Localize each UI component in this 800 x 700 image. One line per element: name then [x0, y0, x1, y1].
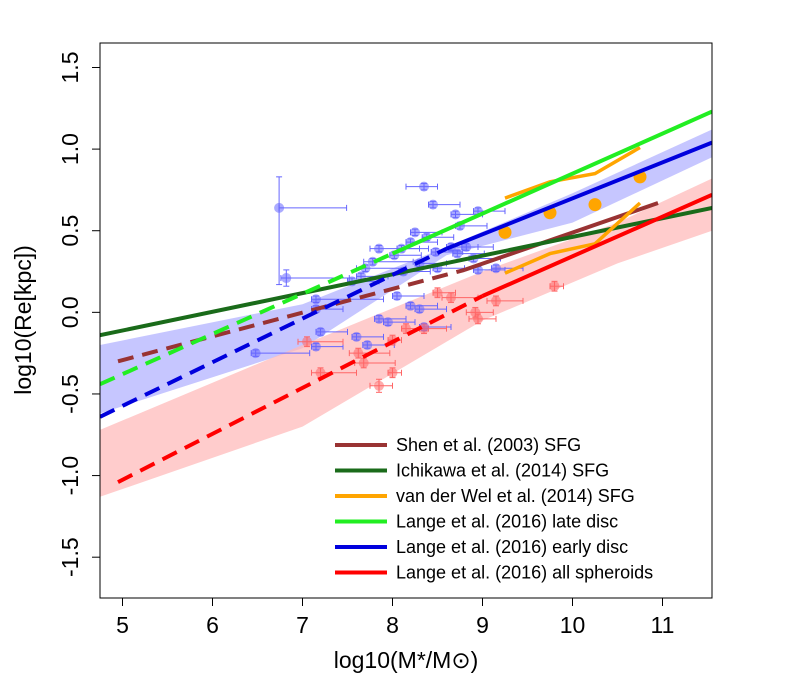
early_disc-line-solid — [445, 140, 712, 251]
red-point-2 — [353, 348, 364, 359]
blue-point-30 — [491, 263, 501, 274]
red-point-12 — [473, 313, 483, 324]
red-point-14 — [549, 281, 560, 292]
red-point-3 — [358, 357, 369, 368]
x-tick-label-6: 11 — [651, 612, 675, 638]
red-point-0 — [302, 336, 312, 347]
blue-point-38 — [392, 291, 402, 302]
blue-point-5 — [315, 326, 326, 337]
blue-point-0 — [274, 202, 285, 213]
x-tick-label-1: 6 — [206, 612, 219, 638]
red-point-7 — [401, 323, 411, 334]
vanderwel-line-1 — [504, 201, 642, 275]
spheroids-line-dashed — [117, 294, 484, 484]
relation-lines — [100, 109, 712, 484]
blue-point-36 — [351, 331, 362, 342]
x-axis-label: log10(M*/M⊙) — [334, 647, 479, 673]
red-point-4 — [374, 380, 384, 391]
blue-point-10 — [374, 243, 384, 254]
blue-point-1 — [281, 273, 292, 284]
red-point-5 — [387, 367, 398, 378]
y-tick-label-2: -0.5 — [57, 374, 83, 414]
legend-label-ichikawa: Ichikawa et al. (2014) SFG — [396, 461, 609, 481]
legend: Shen et al. (2003) SFG Ichikawa et al. (2… — [335, 435, 653, 583]
blue-point-2 — [250, 348, 261, 359]
y-tick-label-6: 1.5 — [57, 52, 83, 84]
blue-point-34 — [383, 317, 393, 328]
blue-point-3 — [311, 294, 321, 305]
y-axis-ticks: -1.5 -1.0 -0.5 0.0 0.5 1.0 1.5 — [57, 52, 100, 577]
legend-label-spheroids: Lange et al. (2016) all spheroids — [396, 563, 653, 583]
red-point-10 — [446, 292, 456, 303]
y-tick-label-4: 0.5 — [57, 215, 83, 247]
red-point-13 — [491, 295, 501, 306]
vanderwel-line-0 — [504, 145, 641, 200]
x-tick-label-3: 8 — [386, 612, 399, 638]
shen-line-dashed — [117, 267, 466, 364]
y-tick-label-1: -1.0 — [57, 456, 83, 496]
vanderwel-point-2 — [588, 198, 602, 212]
x-tick-label-0: 5 — [116, 612, 129, 638]
y-axis-label: log10(Re[kpc]) — [10, 245, 36, 395]
x-axis-ticks: 5 6 7 8 9 10 11 — [116, 598, 674, 638]
blue-point-23 — [452, 248, 463, 259]
vanderwel-point-0 — [498, 225, 512, 239]
legend-label-early_disc: Lange et al. (2016) early disc — [396, 537, 628, 557]
y-tick-label-0: -1.5 — [57, 537, 83, 577]
red-point-9 — [432, 287, 443, 298]
y-tick-label-5: 1.0 — [57, 133, 83, 165]
blue-point-25 — [461, 242, 472, 253]
x-tick-label-5: 10 — [560, 612, 586, 638]
blue-point-31 — [405, 300, 416, 311]
blue-point-33 — [374, 313, 384, 324]
legend-label-vanderwel: van der Wel et al. (2014) SFG — [396, 486, 635, 506]
blue-point-26 — [450, 209, 461, 220]
late_disc-line-dashed — [100, 251, 394, 387]
blue-point-37 — [362, 339, 373, 350]
early_disc-line-dashed — [100, 246, 448, 419]
blue-point-18 — [419, 181, 429, 192]
late_disc-line-solid — [391, 109, 712, 256]
plot-frame — [99, 42, 713, 599]
blue-point-15 — [410, 227, 420, 238]
spheroids-band — [100, 178, 712, 497]
spheroids-line-solid — [481, 192, 712, 298]
red-point-8 — [419, 323, 429, 334]
y-tick-label-3: 0.0 — [57, 296, 83, 328]
data-points — [250, 181, 560, 391]
x-tick-label-4: 9 — [476, 612, 489, 638]
legend-label-late_disc: Lange et al. (2016) late disc — [396, 512, 618, 532]
legend-label-shen: Shen et al. (2003) SFG — [396, 435, 581, 455]
blue-point-19 — [428, 199, 438, 210]
blue-point-6 — [311, 341, 321, 352]
x-tick-label-2: 7 — [296, 612, 309, 638]
blue-point-32 — [414, 304, 425, 315]
